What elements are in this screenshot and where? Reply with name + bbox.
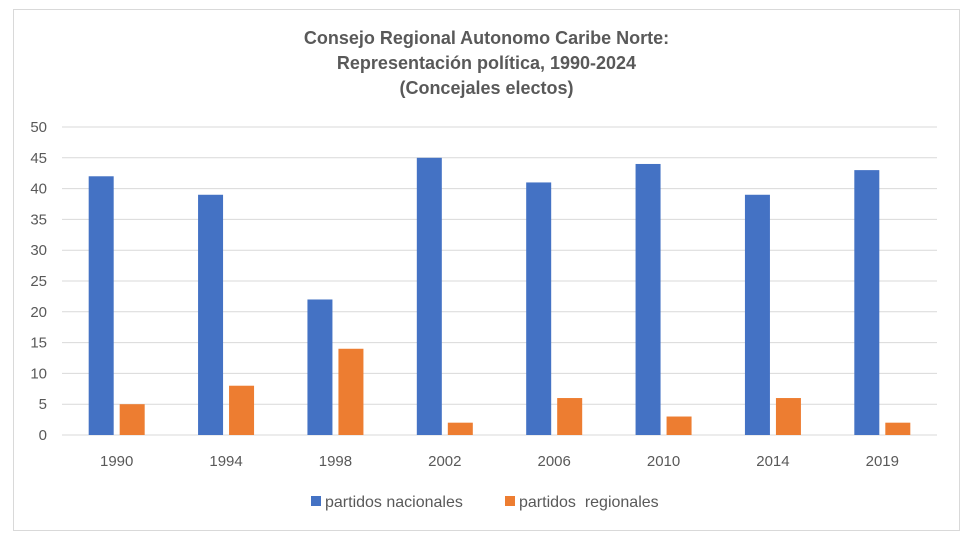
chart-title-line-3: (Concejales electos): [399, 78, 574, 98]
x-tick-label: 2014: [756, 453, 789, 470]
bar-regionales: [338, 348, 364, 435]
y-tick-label: 35: [30, 211, 47, 228]
x-axis: 1990 1994 1998 2002 2006 2010 2014 2019: [100, 453, 899, 470]
legend: partidos nacionales partidos regionales: [311, 494, 659, 511]
gridlines: [62, 126, 937, 436]
bar-nacionales: [744, 194, 770, 435]
bar-nacionales: [635, 163, 661, 435]
x-tick-label: 2010: [647, 453, 680, 470]
legend-label: partidos nacionales: [325, 494, 463, 511]
bar-regionales: [775, 398, 801, 435]
legend-label: partidos regionales: [519, 494, 659, 511]
chart-title: Consejo Regional Autonomo Caribe Norte: …: [13, 26, 960, 101]
y-tick-label: 15: [30, 335, 47, 352]
y-tick-label: 0: [39, 427, 47, 444]
chart-frame: [13, 9, 960, 531]
x-tick-label: 1998: [319, 453, 352, 470]
y-tick-label: 5: [39, 396, 47, 413]
x-tick-label: 1990: [100, 453, 133, 470]
bar-regionales: [885, 422, 911, 435]
chart-title-line-2: Representación política, 1990-2024: [336, 53, 637, 73]
y-tick-label: 40: [30, 181, 47, 198]
bar-regionales: [229, 385, 255, 435]
bar-nacionales: [88, 176, 114, 435]
bar-nacionales: [854, 170, 880, 435]
bar-nacionales: [416, 157, 442, 436]
bar-nacionales: [307, 299, 333, 435]
bar-regionales: [557, 398, 583, 435]
legend-swatch: [505, 496, 515, 506]
x-tick-label: 2006: [538, 453, 571, 470]
chart-title-line-1: Consejo Regional Autonomo Caribe Norte:: [303, 28, 670, 48]
y-axis: 0 5 10 15 20 25 30 35 40 45 50: [30, 119, 47, 444]
y-tick-label: 25: [30, 273, 47, 290]
x-tick-label: 2002: [428, 453, 461, 470]
bar-regionales: [119, 404, 145, 435]
bar-nacionales: [526, 182, 552, 435]
y-tick-label: 45: [30, 150, 47, 167]
y-tick-label: 50: [30, 119, 47, 136]
bar-regionales: [666, 416, 692, 435]
bars: [88, 157, 911, 436]
bar-regionales: [447, 422, 473, 435]
bar-nacionales: [198, 194, 224, 435]
legend-swatch: [311, 496, 321, 506]
y-tick-label: 20: [30, 304, 47, 321]
x-tick-label: 2019: [866, 453, 899, 470]
y-tick-label: 10: [30, 365, 47, 382]
y-tick-label: 30: [30, 242, 47, 259]
x-tick-label: 1994: [209, 453, 242, 470]
